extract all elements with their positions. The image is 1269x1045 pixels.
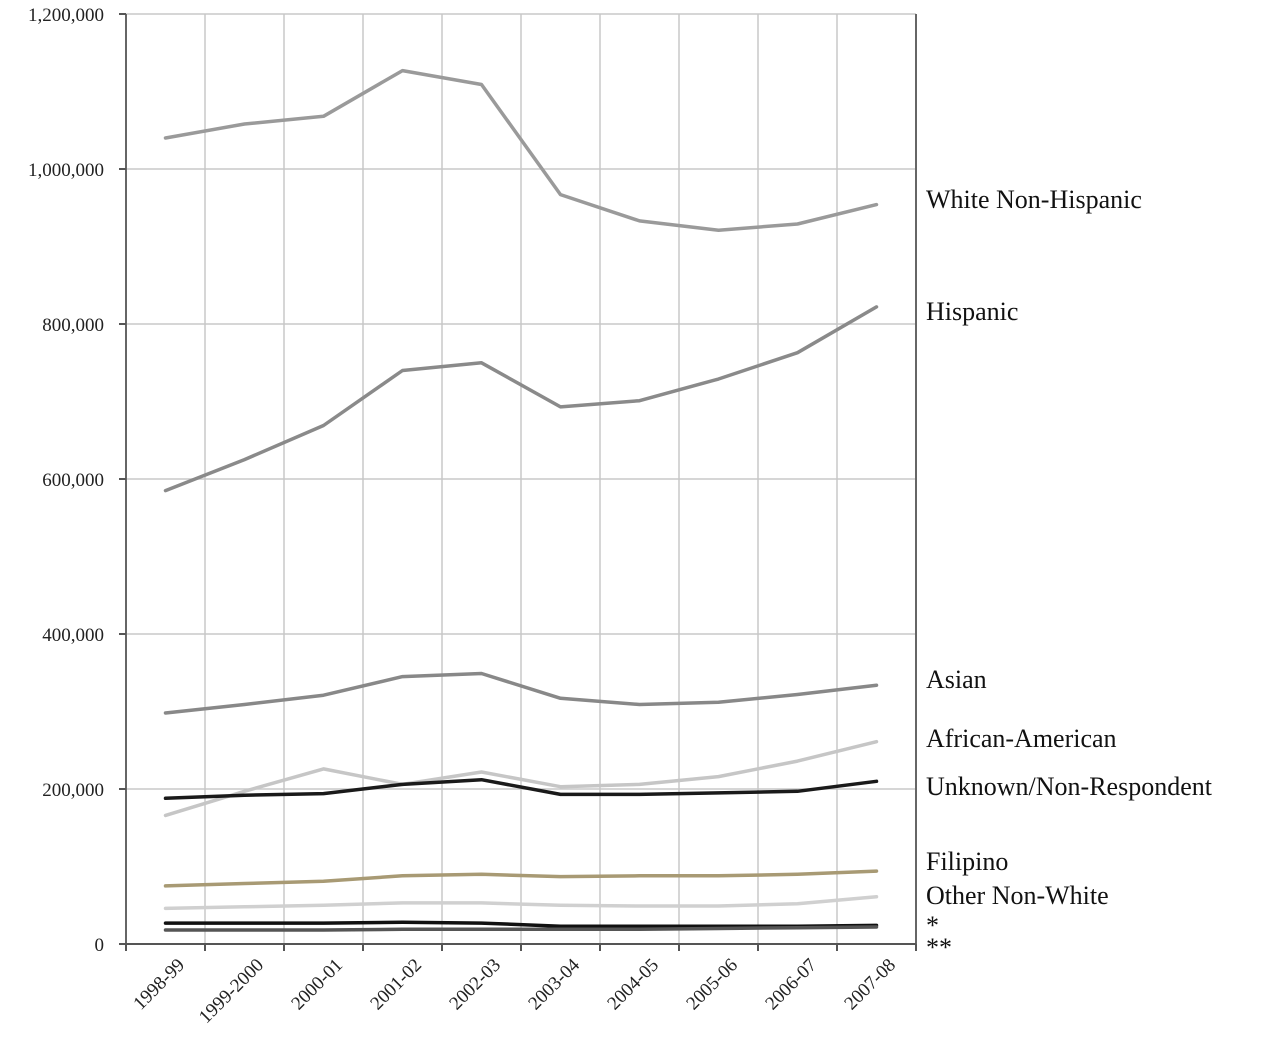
y-tick-label: 1,200,000 xyxy=(28,5,104,26)
x-axis-tick-labels: 1998-99 1999-2000 2000-01 2001-02 2002-03 200… xyxy=(129,954,900,1027)
series-line xyxy=(163,739,879,818)
series-label: Asian xyxy=(926,665,987,694)
series-line xyxy=(163,68,879,232)
series-labels: White Non-Hispanic Hispanic Asian African-A… xyxy=(926,185,1213,962)
x-tick-label: 2004-05 xyxy=(603,955,663,1015)
axes xyxy=(119,13,917,951)
series-lines xyxy=(163,68,879,932)
x-tick-label: 2003-04 xyxy=(524,954,584,1014)
series-label: African-American xyxy=(926,724,1117,753)
series-line xyxy=(163,869,879,888)
series-label: Unknown/Non-Respondent xyxy=(926,772,1213,801)
series-label: Hispanic xyxy=(926,297,1018,326)
series-line xyxy=(163,920,879,928)
series-label: * xyxy=(926,911,939,940)
y-tick-label: 800,000 xyxy=(42,315,104,336)
x-tick-label: 2006-07 xyxy=(761,955,821,1015)
series-line xyxy=(163,894,879,911)
y-axis-tick-labels: 0 200,000 400,000 600,000 800,000 1,000,000 1,… xyxy=(28,5,104,956)
y-tick-label: 0 xyxy=(95,935,105,956)
series-label: Other Non-White xyxy=(926,881,1109,910)
gridlines xyxy=(126,13,916,944)
x-tick-label: 1998-99 xyxy=(129,955,189,1015)
series-line xyxy=(163,925,879,932)
x-tick-label: 2000-01 xyxy=(287,955,347,1015)
series-label: ** xyxy=(926,933,952,962)
series-label: Filipino xyxy=(926,847,1008,876)
series-line xyxy=(163,305,879,493)
series-label: White Non-Hispanic xyxy=(926,185,1142,214)
y-tick-label: 400,000 xyxy=(42,625,104,646)
y-tick-label: 600,000 xyxy=(42,470,104,491)
y-tick-label: 200,000 xyxy=(42,780,104,801)
series-line xyxy=(163,777,879,801)
x-tick-label: 2007-08 xyxy=(840,955,900,1015)
x-tick-label: 2001-02 xyxy=(366,955,426,1015)
y-tick-label: 1,000,000 xyxy=(28,160,104,181)
series-line xyxy=(163,671,879,715)
x-tick-label: 2005-06 xyxy=(682,955,742,1015)
x-tick-label: 2002-03 xyxy=(445,955,505,1015)
x-tick-label: 1999-2000 xyxy=(195,955,268,1028)
